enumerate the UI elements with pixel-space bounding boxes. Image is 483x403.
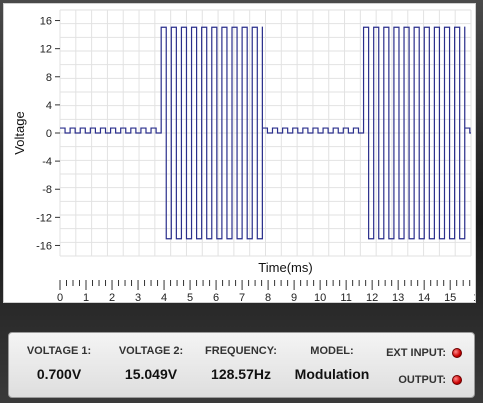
y-tick-label: -4 xyxy=(42,156,52,168)
model-value: Modulation xyxy=(294,366,370,382)
oscilloscope-display: 16 12 8 4 0 -4 -8 -12 -16 0 1 2 3 4 5 6 7 8 9 10 11 12 13 14 15… xyxy=(3,3,476,303)
ext-input-label: EXT INPUT: xyxy=(386,347,446,359)
x-tick-label: 12 xyxy=(366,292,378,302)
voltage1-label: VOLTAGE 1: xyxy=(26,345,92,357)
y-tick-label: -16 xyxy=(36,240,52,252)
voltage2-readout: VOLTAGE 2: 15.049V xyxy=(109,345,193,382)
x-tick-label: 10 xyxy=(314,292,326,302)
x-tick-label: 0 xyxy=(57,292,63,302)
ext-input-led-icon xyxy=(452,348,462,358)
x-tick-label: 11 xyxy=(340,292,351,302)
x-tick-label: 5 xyxy=(187,292,193,302)
frequency-label: FREQUENCY: xyxy=(205,345,277,357)
chart-grid xyxy=(59,9,472,257)
x-tick-label: 13 xyxy=(392,292,404,302)
y-tick-label: -8 xyxy=(42,184,52,196)
x-tick-label: 7 xyxy=(239,292,245,302)
y-tick-label: 16 xyxy=(40,16,52,28)
model-readout: MODEL: Modulation xyxy=(287,345,377,382)
x-tick-label: 3 xyxy=(135,292,141,302)
output-indicator: OUTPUT: xyxy=(398,374,462,386)
x-tick-label: 2 xyxy=(109,292,115,302)
x-tick-label: 4 xyxy=(161,292,167,302)
x-tick-label: 9 xyxy=(291,292,297,302)
y-axis-ticks: 16 12 8 4 0 -4 -8 -12 -16 xyxy=(36,16,60,252)
readout-panel: VOLTAGE 1: 0.700V VOLTAGE 2: 15.049V FRE… xyxy=(8,332,475,398)
voltage2-label: VOLTAGE 2: xyxy=(118,345,184,357)
y-axis-title: Voltage xyxy=(12,111,27,154)
output-label: OUTPUT: xyxy=(398,374,446,386)
y-tick-label: 8 xyxy=(46,72,52,84)
voltage1-value: 0.700V xyxy=(36,366,82,382)
x-tick-label: 15 xyxy=(444,292,456,302)
x-tick-label: 8 xyxy=(265,292,271,302)
output-led-icon xyxy=(452,375,462,385)
y-tick-label: 12 xyxy=(40,44,52,56)
x-tick-label: 1 xyxy=(83,292,89,302)
y-tick-label: 4 xyxy=(46,100,52,112)
frequency-value: 128.57Hz xyxy=(211,366,271,382)
ext-input-indicator: EXT INPUT: xyxy=(386,347,462,359)
model-label: MODEL: xyxy=(310,345,354,357)
x-tick-label: 1 xyxy=(473,292,475,302)
waveform-series xyxy=(60,26,471,240)
x-tick-label: 14 xyxy=(418,292,430,302)
voltage1-readout: VOLTAGE 1: 0.700V xyxy=(15,345,103,382)
voltage2-value: 15.049V xyxy=(124,366,178,382)
x-axis-ticks: 01234567891011121314151 xyxy=(57,280,475,302)
frequency-readout: FREQUENCY: 128.57Hz xyxy=(197,345,285,382)
y-tick-label: 0 xyxy=(46,128,52,140)
x-axis-title: Time(ms) xyxy=(258,260,312,275)
x-tick-label: 6 xyxy=(213,292,219,302)
y-tick-label: -12 xyxy=(36,212,52,224)
